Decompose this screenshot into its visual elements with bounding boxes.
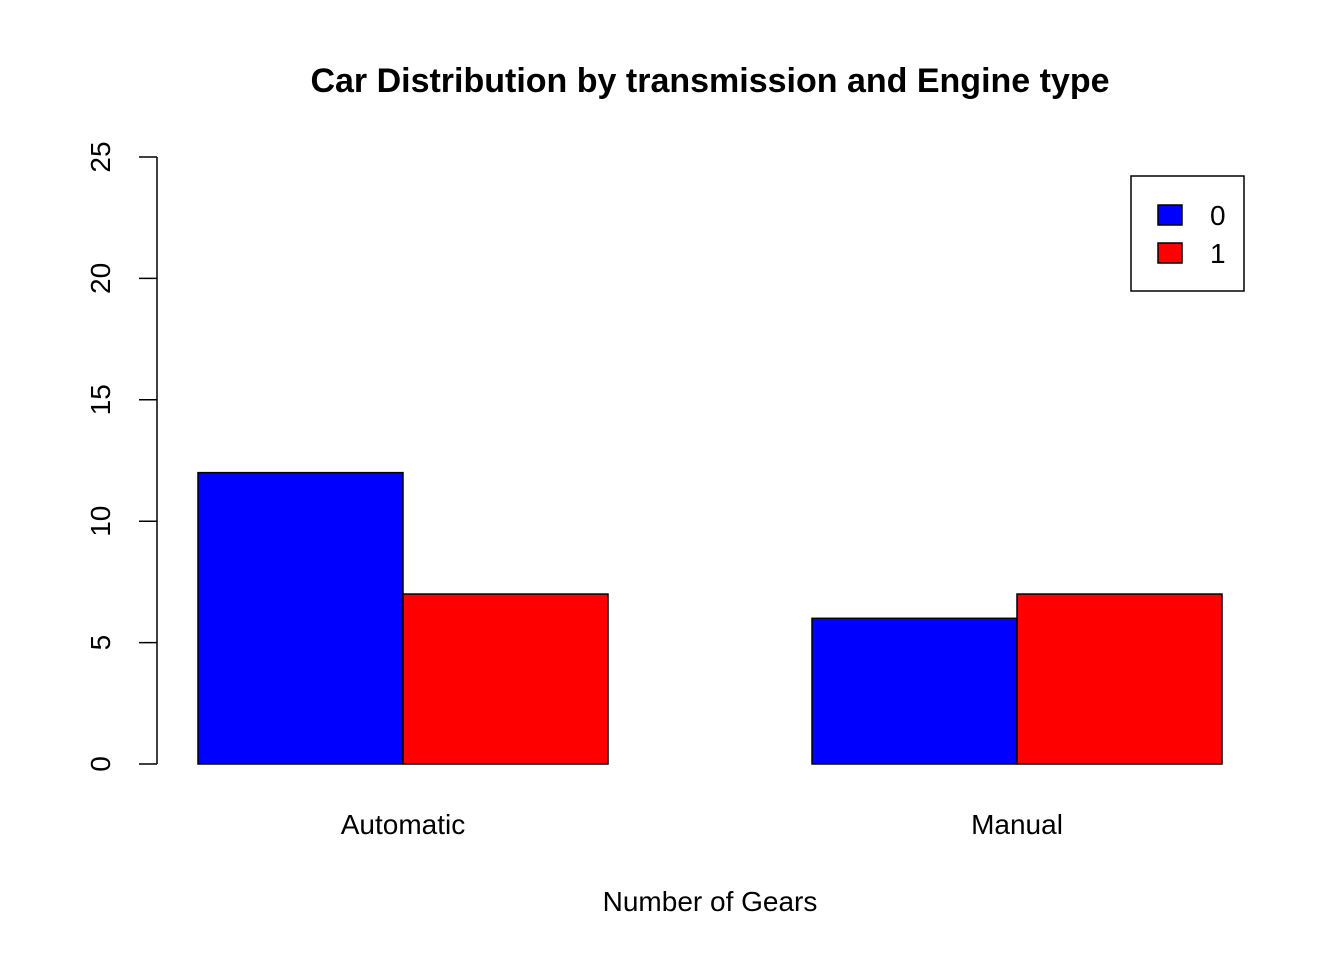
legend: 01 xyxy=(1130,175,1245,292)
x-axis-labels: Automatic Manual xyxy=(341,809,1063,840)
legend-box xyxy=(1130,175,1245,292)
bar-automatic-series-1 xyxy=(402,593,609,765)
y-tick-label: 0 xyxy=(85,756,116,772)
y-tick-label: 5 xyxy=(85,635,116,651)
y-tick-label: 20 xyxy=(85,263,116,294)
bar-automatic-series-0 xyxy=(197,471,404,765)
y-tick-label: 25 xyxy=(85,141,116,172)
bars xyxy=(197,471,1223,765)
y-axis: 0 5 10 15 20 25 xyxy=(85,141,158,772)
chart-title: Car Distribution by transmission and Eng… xyxy=(310,62,1109,100)
x-axis-title: Number of Gears xyxy=(603,886,818,917)
y-tick-label: 15 xyxy=(85,384,116,415)
y-tick-label: 10 xyxy=(85,506,116,537)
x-category-label: Manual xyxy=(971,809,1063,840)
bar-manual-series-1 xyxy=(1016,593,1223,765)
legend-label: 1 xyxy=(1210,238,1226,269)
bar-manual-series-0 xyxy=(811,617,1018,765)
legend-swatch-1 xyxy=(1157,242,1183,264)
x-category-label: Automatic xyxy=(341,809,466,840)
legend-label: 0 xyxy=(1210,200,1226,231)
legend-swatch-0 xyxy=(1157,204,1183,226)
